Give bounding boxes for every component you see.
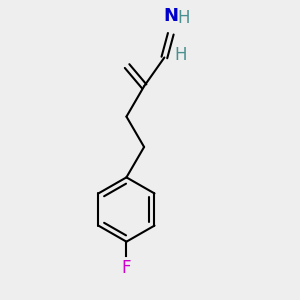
Text: H: H <box>178 9 190 27</box>
Text: H: H <box>174 46 187 64</box>
Text: N: N <box>163 7 178 25</box>
Text: F: F <box>122 259 131 277</box>
